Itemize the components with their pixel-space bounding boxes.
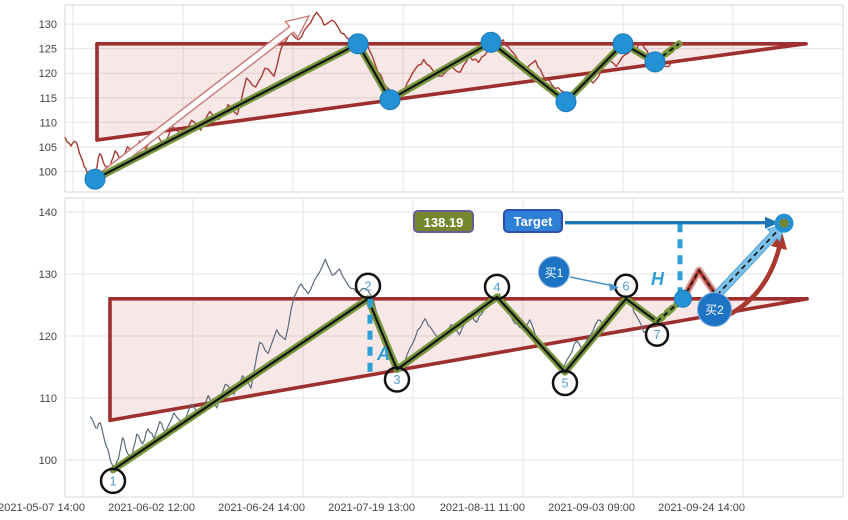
y-tick-label: 130: [39, 269, 57, 281]
pivot-circle-3: [383, 366, 411, 393]
y-tick-label: 100: [39, 166, 57, 178]
trend-triangle-top: [95, 41, 808, 142]
y-tick-label: 130: [39, 19, 57, 31]
x-tick-label: 2021-07-19 13:00: [328, 502, 415, 514]
support-line: [108, 297, 809, 423]
x-tick-label: 2021-08-11 11:00: [440, 502, 525, 514]
pivot-dot: [555, 91, 577, 113]
x-tick-label: 2021-05-07 14:00: [0, 502, 85, 514]
breakout-arrow: [95, 14, 311, 182]
buy-2-marker: 买2: [697, 292, 732, 327]
y-tick-label: 115: [39, 93, 57, 105]
target-label-badge: Target: [503, 209, 563, 233]
y-tick-label: 105: [39, 142, 57, 154]
pivot-dot: [379, 89, 401, 111]
target-arrow: [565, 216, 779, 229]
buy-1-marker: 买1: [538, 256, 570, 288]
pivot-dot: [612, 33, 634, 55]
support-line: [95, 41, 808, 142]
pivot-number: 1: [109, 473, 116, 488]
pivot-circle-4: [483, 273, 511, 301]
x-tick-label: 2021-06-02 12:00: [108, 502, 195, 514]
y-tick-label: 140: [39, 207, 57, 219]
measure-label-h: H: [651, 269, 664, 289]
pivot-circle-2: [354, 272, 382, 300]
plot-area-top[interactable]: [65, 5, 843, 192]
plot-area-bottom[interactable]: [65, 198, 843, 497]
y-tick-label: 120: [39, 331, 57, 343]
pivot-number: 5: [561, 376, 568, 391]
pivot-number: 7: [653, 327, 660, 342]
buy1-pointer: [569, 276, 619, 291]
y-tick-label: 100: [39, 455, 57, 467]
pivot-circle-7: [644, 322, 670, 347]
pivot-number: 3: [393, 372, 400, 387]
y-tick-label: 125: [39, 44, 57, 56]
measure-label-a: A: [377, 344, 390, 364]
y-tick-label: 120: [39, 68, 57, 80]
pivot-dot: [347, 33, 369, 55]
target-price-badge: 138.19: [413, 210, 474, 233]
x-tick-label: 2021-09-24 14:00: [658, 502, 745, 514]
pivot-dot: [644, 51, 666, 73]
red-projection-path: [679, 266, 720, 303]
breakout-pivot-dot: [674, 289, 692, 308]
x-tick-label: 2021-09-03 09:00: [548, 502, 635, 514]
pivot-dot: [84, 168, 106, 190]
pivot-dots-top: [84, 31, 666, 190]
pivot-circle-1: [99, 467, 127, 495]
panel-top: 100 105 110 115 120 125 130: [39, 4, 844, 193]
y-tick-label: 110: [39, 117, 57, 129]
pivot-circle-5: [551, 369, 579, 397]
pivot-number: 6: [622, 278, 629, 293]
grid-bottom: [65, 198, 843, 497]
pivot-number: 4: [493, 279, 500, 294]
panel-bottom: 100 110 120 130 140 2021-05-07 14:00 2021-06-0…: [0, 197, 844, 514]
pivot-dot: [480, 31, 502, 53]
y-tick-label: 110: [39, 393, 57, 405]
x-tick-label: 2021-06-24 14:00: [218, 502, 305, 514]
target-dot: [774, 213, 794, 233]
pivot-number: 2: [364, 278, 371, 293]
